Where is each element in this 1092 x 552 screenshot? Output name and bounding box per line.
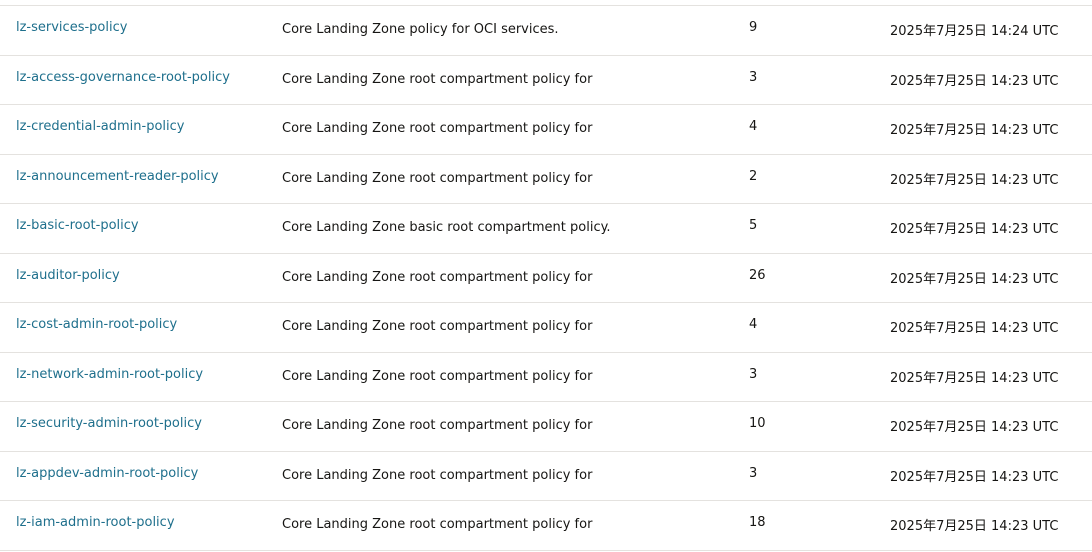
table-row: lz-credential-admin-policy Core Landing Z… [0,105,1092,155]
policy-created-date: 2025年7月25日 14:24 UTC [890,24,1059,39]
policy-name-link[interactable]: lz-cost-admin-root-policy [16,317,178,332]
table-row: lz-access-governance-root-policy Core Lan… [0,56,1092,105]
table-row: lz-basic-root-policy Core Landing Zone ba… [0,204,1092,254]
policy-name-link[interactable]: lz-network-admin-root-policy [16,366,204,382]
policy-statement-count: 5 [749,218,758,233]
policy-description: Core Landing Zone root compartment polic… [282,269,593,285]
policy-name-link[interactable]: lz-access-governance-root-policy [16,69,230,85]
policy-statement-count: 4 [749,317,758,332]
policy-created-date: 2025年7月25日 14:23 UTC [890,222,1059,237]
policy-created-date: 2025年7月25日 14:23 UTC [890,519,1059,534]
policy-description: Core Landing Zone root compartment polic… [282,71,593,87]
policy-created-date: 2025年7月25日 14:23 UTC [890,271,1059,287]
policy-statement-count: 18 [749,515,766,530]
table-row: lz-iam-admin-root-policy Core Landing Zon… [0,501,1092,551]
table-row: lz-network-admin-root-policy Core Landing… [0,353,1092,402]
policy-statement-count: 3 [749,366,758,382]
policy-name-link[interactable]: lz-credential-admin-policy [16,119,185,134]
policy-statement-count: 3 [749,465,758,481]
policy-created-date: 2025年7月25日 14:23 UTC [890,370,1059,386]
policy-statement-count: 2 [749,168,758,184]
policy-description: Core Landing Zone root compartment polic… [282,517,593,532]
policy-statement-count: 26 [749,267,766,283]
policy-name-link[interactable]: lz-security-admin-root-policy [16,416,202,431]
policy-created-date: 2025年7月25日 14:23 UTC [890,469,1059,485]
policy-statement-count: 10 [749,416,766,431]
policy-description: Core Landing Zone root compartment polic… [282,368,593,384]
table-row: lz-security-admin-root-policy Core Landin… [0,402,1092,452]
policy-description: Core Landing Zone root compartment polic… [282,319,593,334]
policy-name-link[interactable]: lz-basic-root-policy [16,218,139,233]
table-row: lz-cost-admin-root-policy Core Landing Zo… [0,303,1092,353]
policy-name-link[interactable]: lz-services-policy [16,20,128,35]
policy-description: Core Landing Zone root compartment polic… [282,170,593,186]
policy-name-link[interactable]: lz-appdev-admin-root-policy [16,465,199,481]
policy-statement-count: 3 [749,69,758,85]
policy-created-date: 2025年7月25日 14:23 UTC [890,123,1059,138]
policy-name-link[interactable]: lz-announcement-reader-policy [16,168,219,184]
policy-created-date: 2025年7月25日 14:23 UTC [890,172,1059,188]
policy-name-link[interactable]: lz-auditor-policy [16,267,120,283]
table-row: lz-announcement-reader-policy Core Landin… [0,155,1092,204]
policy-statement-count: 4 [749,119,758,134]
policy-created-date: 2025年7月25日 14:23 UTC [890,73,1059,89]
table-row: lz-services-policy Core Landing Zone poli… [0,6,1092,56]
policies-table: lz-services-policy Core Landing Zone poli… [0,5,1092,551]
policy-description: Core Landing Zone root compartment polic… [282,467,593,483]
table-row: lz-appdev-admin-root-policy Core Landing … [0,452,1092,501]
policy-description: Core Landing Zone policy for OCI service… [282,22,559,37]
policy-created-date: 2025年7月25日 14:23 UTC [890,321,1059,336]
policy-created-date: 2025年7月25日 14:23 UTC [890,420,1059,435]
policy-statement-count: 9 [749,20,758,35]
table-row: lz-auditor-policy Core Landing Zone root … [0,254,1092,303]
policy-name-link[interactable]: lz-iam-admin-root-policy [16,515,175,530]
policy-description: Core Landing Zone root compartment polic… [282,121,593,136]
policy-description: Core Landing Zone root compartment polic… [282,418,593,433]
policy-description: Core Landing Zone basic root compartment… [282,220,611,235]
